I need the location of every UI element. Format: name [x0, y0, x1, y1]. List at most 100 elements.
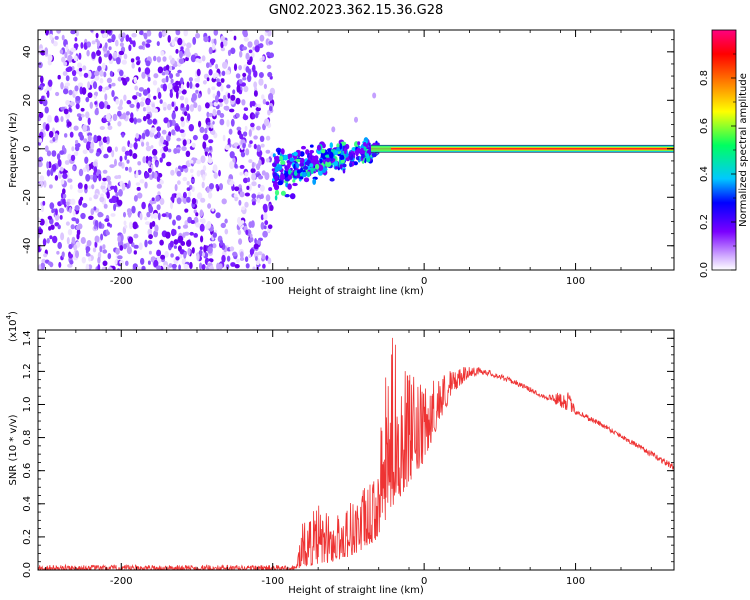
- noise-cell: [185, 51, 191, 58]
- noise-cell: [47, 261, 53, 266]
- noise-cell: [238, 65, 243, 71]
- noise-cell: [63, 108, 69, 115]
- noise-cell: [60, 178, 65, 185]
- noise-cell: [165, 75, 169, 83]
- noise-cell: [171, 112, 176, 120]
- noise-cell: [119, 245, 124, 251]
- noise-cell: [176, 137, 182, 142]
- noise-cell: [103, 71, 107, 78]
- noise-cell: [195, 32, 201, 39]
- noise-cell: [161, 213, 167, 218]
- noise-cell: [204, 127, 208, 134]
- noise-cell: [59, 150, 65, 155]
- noise-cell: [174, 106, 179, 112]
- noise-cell: [70, 30, 76, 35]
- noise-cell: [233, 35, 237, 41]
- noise-cell: [55, 91, 60, 97]
- signal-cell: [355, 156, 361, 161]
- noise-cell: [135, 91, 140, 96]
- noise-cell: [220, 41, 224, 49]
- noise-cell: [265, 158, 270, 163]
- noise-cell: [245, 263, 250, 269]
- noise-cell: [165, 64, 170, 71]
- noise-cell: [198, 249, 203, 257]
- noise-cell: [151, 106, 155, 113]
- noise-cell: [56, 250, 60, 255]
- signal-cell: [321, 148, 326, 154]
- noise-cell: [197, 104, 202, 112]
- noise-cell: [164, 251, 169, 258]
- noise-cell: [257, 103, 261, 108]
- noise-cell: [195, 212, 199, 217]
- signal-cell: [287, 162, 291, 169]
- signal-cell: [277, 180, 283, 186]
- noise-cell: [267, 257, 272, 265]
- noise-cell: [72, 165, 76, 171]
- noise-cell: [175, 91, 179, 99]
- noise-cell: [94, 241, 98, 248]
- noise-cell: [189, 81, 193, 89]
- noise-cell: [60, 232, 65, 241]
- noise-cell: [184, 220, 189, 226]
- noise-cell: [153, 171, 158, 179]
- noise-cell: [73, 43, 79, 49]
- noise-cell: [98, 221, 102, 229]
- noise-cell: [166, 135, 171, 142]
- signal-cell: [274, 189, 280, 196]
- noise-cell: [86, 164, 90, 173]
- y-tick-label: -40: [22, 238, 33, 254]
- noise-cell: [183, 263, 189, 270]
- noise-cell: [245, 148, 250, 156]
- noise-cell: [193, 233, 198, 238]
- noise-cell: [216, 109, 221, 116]
- x-tick-label: 0: [421, 276, 427, 287]
- noise-cell: [102, 169, 108, 174]
- noise-cell: [67, 178, 73, 183]
- noise-cell: [234, 163, 238, 168]
- spectrogram-heatmap: [38, 30, 674, 270]
- noise-cell: [191, 197, 197, 205]
- noise-cell: [93, 166, 98, 174]
- x-tick-label: 0: [421, 576, 427, 587]
- noise-cell: [208, 112, 213, 117]
- noise-cell: [251, 193, 257, 199]
- noise-cell: [167, 103, 172, 111]
- noise-cell: [135, 182, 141, 186]
- signal-cell: [301, 171, 307, 178]
- noise-cell: [119, 260, 125, 265]
- noise-cell: [93, 206, 97, 211]
- noise-cell: [42, 238, 47, 247]
- noise-cell: [181, 89, 187, 95]
- noise-cell: [177, 69, 182, 74]
- noise-cell: [256, 163, 260, 171]
- signal-cell: [327, 148, 332, 152]
- noise-cell: [263, 212, 268, 221]
- noise-cell: [117, 110, 122, 117]
- noise-cell: [249, 56, 253, 63]
- noise-cell: [102, 188, 108, 193]
- noise-cell: [128, 221, 133, 230]
- noise-cell: [230, 178, 234, 187]
- noise-cell: [222, 134, 226, 142]
- noise-cell: [109, 70, 113, 77]
- noise-cell: [114, 146, 118, 152]
- noise-cell: [94, 235, 100, 243]
- noise-cell: [171, 263, 177, 269]
- noise-cell: [100, 184, 106, 190]
- noise-cell: [179, 50, 183, 59]
- noise-cell: [220, 78, 225, 83]
- noise-cell: [85, 263, 90, 270]
- noise-cell: [251, 172, 256, 181]
- noise-cell: [140, 97, 146, 102]
- noise-cell: [54, 115, 59, 123]
- noise-cell: [151, 220, 156, 227]
- noise-cell: [209, 265, 214, 270]
- noise-cell: [118, 189, 123, 197]
- noise-cell: [118, 50, 125, 56]
- noise-cell: [121, 146, 126, 153]
- noise-cell: [201, 218, 206, 224]
- noise-cell: [261, 94, 265, 100]
- noise-cell: [173, 239, 179, 245]
- signal-cell: [371, 153, 377, 158]
